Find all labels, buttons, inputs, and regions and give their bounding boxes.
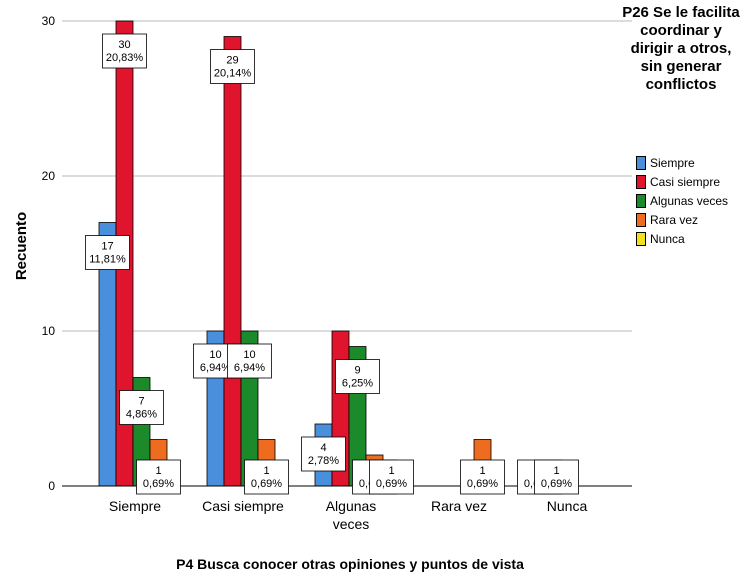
data-label-percent: 2,78% <box>308 455 339 467</box>
data-label-box <box>301 436 346 472</box>
data-label: 10,69% <box>534 459 579 495</box>
data-labels: 3020,83%1711,81%74,86%10,69%2920,14%106,… <box>85 33 579 495</box>
data-label-box <box>460 459 505 495</box>
data-label-percent: 11,81% <box>89 254 126 266</box>
data-label-percent: 0,69% <box>376 478 407 490</box>
x-tick-label: Siempre <box>109 498 161 514</box>
data-label-box <box>369 459 414 495</box>
data-label-percent: 20,14% <box>214 68 252 80</box>
legend-item-casi-siempre: Casi siempre <box>636 172 728 191</box>
x-tick-label: Nunca <box>547 498 588 514</box>
data-label-box <box>335 359 380 394</box>
x-tick-label: veces <box>333 516 370 532</box>
legend-label: Rara vez <box>650 212 699 227</box>
gridlines <box>62 20 632 332</box>
legend-label: Nunca <box>650 231 685 246</box>
x-tick-label: Algunas <box>326 498 377 514</box>
legend-swatch <box>636 174 646 189</box>
data-label-count: 10 <box>209 349 221 361</box>
y-tick-label: 20 <box>42 169 56 183</box>
data-label-percent: 20,83% <box>106 52 144 64</box>
data-label-box <box>227 343 272 379</box>
data-label-count: 9 <box>354 365 360 377</box>
data-label: 10,69% <box>369 459 414 495</box>
x-tick-labels: Siempre Casi siempre Algunas veces Rara vez N… <box>109 498 588 532</box>
data-label-count: 30 <box>118 39 130 51</box>
data-label-percent: 0,69% <box>143 478 174 490</box>
data-label-box <box>210 49 255 84</box>
data-label-count: 1 <box>553 465 559 477</box>
legend-swatch <box>636 231 646 246</box>
legend-swatch <box>636 212 646 227</box>
legend-swatch <box>636 155 646 170</box>
x-axis-label: P4 Busca conocer otras opiniones y punto… <box>176 556 524 572</box>
legend-label: Siempre <box>650 155 695 170</box>
legend-item-algunas-veces: Algunas veces <box>636 191 728 210</box>
data-label-box <box>119 390 164 425</box>
bar-casi-siempre <box>223 36 242 487</box>
data-label-count: 1 <box>388 465 394 477</box>
data-label-count: 1 <box>263 465 269 477</box>
data-label: 106,94% <box>227 343 272 379</box>
data-label-box <box>85 235 130 270</box>
data-label-box <box>244 459 289 495</box>
legend-label: Casi siempre <box>650 174 721 189</box>
legend-item-rara-vez: Rara vez <box>636 210 728 229</box>
data-label-count: 4 <box>320 442 326 454</box>
data-label-count: 10 <box>243 349 255 361</box>
data-label-count: 7 <box>138 396 144 408</box>
data-label-percent: 4,86% <box>126 409 157 421</box>
legend-item-siempre: Siempre <box>636 153 728 172</box>
data-label-percent: 0,69% <box>541 478 572 490</box>
y-tick-labels: 0 10 20 30 <box>42 14 56 493</box>
data-label: 10,69% <box>136 459 181 495</box>
data-label: 42,78% <box>301 436 346 472</box>
data-label-percent: 6,94% <box>200 362 231 374</box>
data-label-percent: 6,94% <box>234 362 265 374</box>
x-tick-label: Rara vez <box>431 498 487 514</box>
data-label-box <box>534 459 579 495</box>
data-label-percent: 0,69% <box>251 478 282 490</box>
data-label: 74,86% <box>119 390 164 425</box>
legend-item-nunca: Nunca <box>636 229 728 248</box>
y-tick-label: 0 <box>48 479 55 493</box>
data-label-box <box>136 459 181 495</box>
legend-swatch <box>636 193 646 208</box>
data-label-count: 17 <box>101 241 113 253</box>
y-tick-label: 10 <box>42 324 56 338</box>
data-label-count: 29 <box>226 55 238 67</box>
data-label: 10,69% <box>244 459 289 495</box>
x-tick-label: Casi siempre <box>202 498 284 514</box>
y-axis-label: Recuento <box>13 212 30 280</box>
legend-title: P26 Se le facilita coordinar y dirigir a… <box>622 4 740 93</box>
legend: Siempre Casi siempre Algunas veces Rara vez… <box>636 153 728 248</box>
y-tick-label: 30 <box>42 14 56 28</box>
data-label-percent: 6,25% <box>342 378 373 390</box>
data-label-count: 1 <box>155 465 161 477</box>
data-label-box <box>102 33 147 69</box>
data-label-count: 1 <box>479 465 485 477</box>
data-label: 10,69% <box>460 459 505 495</box>
legend-label: Algunas veces <box>650 193 729 208</box>
data-label-percent: 0,69% <box>467 478 498 490</box>
data-label: 96,25% <box>335 359 380 394</box>
